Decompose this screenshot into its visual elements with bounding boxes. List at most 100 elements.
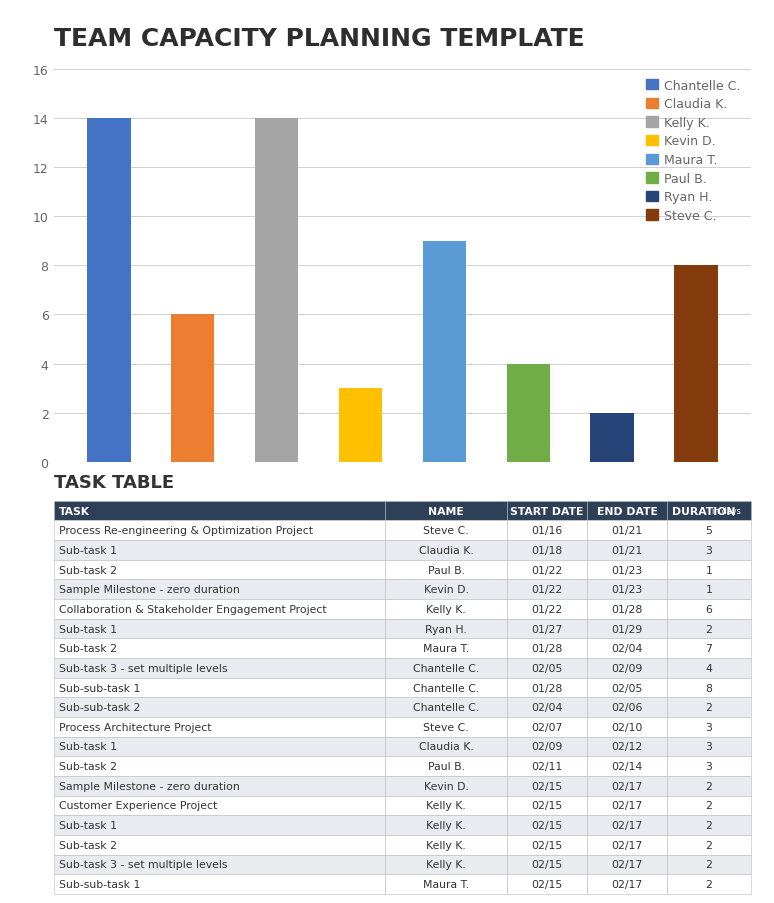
- Text: 2: 2: [706, 840, 712, 850]
- FancyBboxPatch shape: [385, 638, 507, 658]
- Text: 02/17: 02/17: [611, 860, 642, 870]
- FancyBboxPatch shape: [507, 658, 587, 678]
- Text: 1: 1: [706, 565, 712, 575]
- Text: Chantelle C.: Chantelle C.: [413, 703, 479, 712]
- FancyBboxPatch shape: [54, 854, 385, 874]
- Text: Sub-task 1: Sub-task 1: [59, 741, 117, 751]
- Text: 6: 6: [706, 604, 712, 614]
- FancyBboxPatch shape: [587, 757, 667, 777]
- FancyBboxPatch shape: [587, 540, 667, 560]
- Text: 2: 2: [706, 801, 712, 811]
- FancyBboxPatch shape: [385, 737, 507, 757]
- Text: 02/17: 02/17: [611, 840, 642, 850]
- FancyBboxPatch shape: [667, 835, 751, 854]
- Text: 02/10: 02/10: [611, 722, 643, 732]
- Text: Sub-task 2: Sub-task 2: [59, 565, 117, 575]
- Text: 02/07: 02/07: [531, 722, 563, 732]
- FancyBboxPatch shape: [507, 757, 587, 777]
- FancyBboxPatch shape: [587, 737, 667, 757]
- Text: 01/23: 01/23: [611, 565, 642, 575]
- Text: Customer Experience Project: Customer Experience Project: [59, 801, 217, 811]
- FancyBboxPatch shape: [507, 835, 587, 854]
- Text: 2: 2: [706, 860, 712, 870]
- Text: Claudia K.: Claudia K.: [419, 741, 474, 751]
- Text: Maura T.: Maura T.: [423, 644, 469, 654]
- Bar: [87, 118, 131, 462]
- Text: 01/22: 01/22: [532, 604, 563, 614]
- Bar: [171, 315, 214, 462]
- Text: 1: 1: [706, 584, 712, 594]
- FancyBboxPatch shape: [54, 697, 385, 717]
- FancyBboxPatch shape: [385, 600, 507, 619]
- Text: DURATION: DURATION: [672, 506, 735, 516]
- Text: 01/22: 01/22: [532, 584, 563, 594]
- Text: 2: 2: [706, 624, 712, 634]
- Text: TASK: TASK: [59, 506, 91, 516]
- Text: Kevin D.: Kevin D.: [423, 781, 468, 791]
- Text: Sub-task 1: Sub-task 1: [59, 624, 117, 634]
- Text: Claudia K.: Claudia K.: [419, 545, 474, 555]
- FancyBboxPatch shape: [54, 796, 385, 815]
- FancyBboxPatch shape: [667, 658, 751, 678]
- Text: Sub-task 3 - set multiple levels: Sub-task 3 - set multiple levels: [59, 663, 228, 673]
- FancyBboxPatch shape: [507, 854, 587, 874]
- Text: Kelly K.: Kelly K.: [426, 604, 466, 614]
- FancyBboxPatch shape: [667, 874, 751, 894]
- Text: 02/17: 02/17: [611, 781, 642, 791]
- Text: 02/14: 02/14: [611, 761, 642, 771]
- Text: 01/21: 01/21: [611, 526, 642, 535]
- Text: 2: 2: [706, 880, 712, 889]
- Text: 02/04: 02/04: [531, 703, 563, 712]
- Text: 01/28: 01/28: [611, 604, 642, 614]
- Text: 2: 2: [706, 703, 712, 712]
- FancyBboxPatch shape: [507, 521, 587, 540]
- FancyBboxPatch shape: [587, 521, 667, 540]
- FancyBboxPatch shape: [587, 874, 667, 894]
- Text: 02/04: 02/04: [611, 644, 643, 654]
- FancyBboxPatch shape: [587, 560, 667, 580]
- FancyBboxPatch shape: [667, 854, 751, 874]
- Text: 01/18: 01/18: [532, 545, 563, 555]
- Text: Process Re-engineering & Optimization Project: Process Re-engineering & Optimization Pr…: [59, 526, 313, 535]
- FancyBboxPatch shape: [385, 501, 507, 521]
- Text: 02/15: 02/15: [532, 880, 563, 889]
- FancyBboxPatch shape: [385, 697, 507, 717]
- Text: 02/09: 02/09: [611, 663, 643, 673]
- Text: 01/29: 01/29: [611, 624, 642, 634]
- FancyBboxPatch shape: [54, 678, 385, 697]
- FancyBboxPatch shape: [667, 717, 751, 737]
- Text: 2: 2: [706, 820, 712, 830]
- Text: Sub-task 2: Sub-task 2: [59, 840, 117, 850]
- FancyBboxPatch shape: [667, 619, 751, 638]
- Text: 02/17: 02/17: [611, 820, 642, 830]
- Text: Ryan H.: Ryan H.: [425, 624, 467, 634]
- Bar: [506, 364, 550, 462]
- FancyBboxPatch shape: [587, 796, 667, 815]
- FancyBboxPatch shape: [385, 854, 507, 874]
- FancyBboxPatch shape: [507, 560, 587, 580]
- Text: Kelly K.: Kelly K.: [426, 820, 466, 830]
- FancyBboxPatch shape: [507, 540, 587, 560]
- Text: Kelly K.: Kelly K.: [426, 860, 466, 870]
- Bar: [339, 388, 382, 462]
- Text: START DATE: START DATE: [510, 506, 584, 516]
- FancyBboxPatch shape: [54, 757, 385, 777]
- FancyBboxPatch shape: [667, 521, 751, 540]
- FancyBboxPatch shape: [667, 580, 751, 600]
- Text: 4: 4: [706, 663, 712, 673]
- FancyBboxPatch shape: [507, 874, 587, 894]
- FancyBboxPatch shape: [385, 717, 507, 737]
- FancyBboxPatch shape: [54, 638, 385, 658]
- FancyBboxPatch shape: [507, 580, 587, 600]
- FancyBboxPatch shape: [667, 600, 751, 619]
- FancyBboxPatch shape: [385, 835, 507, 854]
- Text: 02/09: 02/09: [531, 741, 563, 751]
- Text: 02/15: 02/15: [532, 801, 563, 811]
- FancyBboxPatch shape: [667, 697, 751, 717]
- Text: Sample Milestone - zero duration: Sample Milestone - zero duration: [59, 584, 240, 594]
- Text: Chantelle C.: Chantelle C.: [413, 683, 479, 693]
- FancyBboxPatch shape: [54, 619, 385, 638]
- FancyBboxPatch shape: [507, 717, 587, 737]
- FancyBboxPatch shape: [54, 658, 385, 678]
- Text: END DATE: END DATE: [597, 506, 658, 516]
